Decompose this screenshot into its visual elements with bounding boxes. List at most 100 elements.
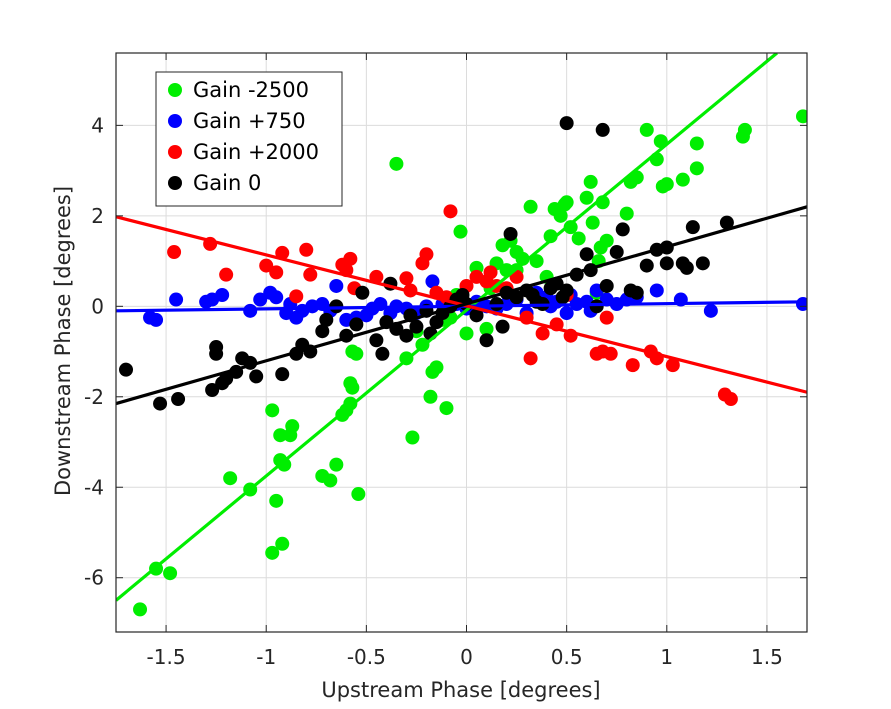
- legend-label: Gain 0: [193, 171, 261, 195]
- data-point: [459, 326, 474, 341]
- data-point: [503, 226, 518, 241]
- data-point: [215, 288, 230, 303]
- data-point: [209, 346, 224, 361]
- data-point: [689, 161, 704, 176]
- legend-label: Gain +750: [193, 109, 306, 133]
- data-point: [559, 283, 574, 298]
- data-point: [625, 358, 640, 373]
- data-point: [273, 428, 288, 443]
- data-point: [223, 471, 238, 486]
- data-point: [249, 369, 264, 384]
- data-point: [269, 493, 284, 508]
- data-point: [303, 267, 318, 282]
- data-point: [329, 278, 344, 293]
- legend-label: Gain +2000: [193, 140, 319, 164]
- data-point: [585, 215, 600, 230]
- data-point: [543, 229, 558, 244]
- data-point: [679, 260, 694, 275]
- x-tick-label: 1: [660, 645, 673, 669]
- data-point: [559, 195, 574, 210]
- data-point: [269, 265, 284, 280]
- data-point: [535, 326, 550, 341]
- legend-label: Gain -2500: [193, 78, 309, 102]
- data-point: [629, 285, 644, 300]
- data-point: [409, 319, 424, 334]
- y-axis-title: Downstream Phase [degrees]: [51, 186, 75, 496]
- legend-marker: [168, 176, 182, 190]
- data-point: [275, 367, 290, 382]
- x-tick-label: 1.5: [751, 645, 783, 669]
- y-tick-label: -2: [84, 385, 104, 409]
- axes-box: [115, 52, 808, 633]
- data-point: [405, 430, 420, 445]
- data-point: [795, 109, 807, 124]
- data-point: [369, 333, 384, 348]
- data-point: [399, 328, 414, 343]
- data-point: [319, 312, 334, 327]
- data-point: [723, 392, 738, 407]
- data-point: [453, 224, 468, 239]
- legend-marker: [168, 114, 182, 128]
- data-point: [439, 401, 454, 416]
- data-point: [273, 453, 288, 468]
- data-point: [355, 285, 370, 300]
- data-point: [443, 204, 458, 219]
- y-tick-label: 0: [91, 294, 104, 318]
- data-point: [167, 245, 182, 260]
- data-point: [119, 362, 134, 377]
- data-point: [619, 206, 634, 221]
- data-point: [299, 242, 314, 257]
- data-point: [429, 360, 444, 375]
- data-point: [351, 487, 366, 502]
- data-point: [649, 283, 664, 298]
- data-point: [615, 222, 630, 237]
- data-point: [599, 310, 614, 325]
- data-point: [559, 116, 574, 131]
- x-axis-ticks: -1.5 -1 -0.5 0 0.5 1 1.5: [147, 53, 783, 669]
- x-tick-label: -0.5: [347, 645, 386, 669]
- data-point: [529, 254, 544, 269]
- y-axis-ticks: -6 -4 -2 0 2 4: [84, 113, 807, 590]
- data-point: [425, 274, 440, 289]
- data-point: [343, 251, 358, 266]
- data-point: [695, 256, 710, 271]
- data-point: [329, 299, 344, 314]
- data-point: [343, 376, 358, 391]
- data-point: [523, 351, 538, 366]
- data-point: [329, 457, 344, 472]
- data-point: [469, 308, 484, 323]
- series-3-points: [119, 116, 734, 411]
- data-point: [639, 258, 654, 273]
- y-tick-label: -4: [84, 475, 104, 499]
- y-tick-label: 4: [91, 113, 104, 137]
- data-point: [265, 403, 280, 418]
- x-tick-label: 0: [460, 645, 473, 669]
- data-point: [243, 303, 258, 318]
- x-tick-label: -1.5: [147, 645, 186, 669]
- series-3-fit-line: [116, 205, 807, 406]
- data-point: [133, 602, 148, 617]
- data-point: [639, 122, 654, 137]
- data-point: [389, 156, 404, 171]
- data-point: [483, 265, 498, 280]
- data-point: [685, 220, 700, 235]
- data-point: [345, 344, 360, 359]
- x-axis-title: Upstream Phase [degrees]: [321, 678, 600, 702]
- data-point: [563, 220, 578, 235]
- data-point: [719, 215, 734, 230]
- data-point: [275, 536, 290, 551]
- data-point: [593, 240, 608, 255]
- data-point: [479, 321, 494, 336]
- data-point: [495, 319, 510, 334]
- data-point: [163, 566, 178, 581]
- data-point: [419, 247, 434, 262]
- legend-box: [155, 71, 343, 207]
- data-point: [659, 256, 674, 271]
- data-point: [603, 346, 618, 361]
- data-point: [219, 371, 234, 386]
- data-point: [689, 136, 704, 151]
- data-point: [315, 324, 330, 339]
- data-point: [171, 392, 186, 407]
- y-tick-label: -6: [84, 566, 104, 590]
